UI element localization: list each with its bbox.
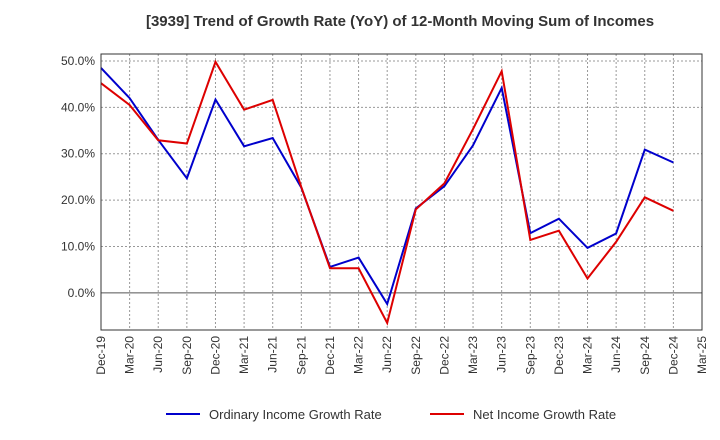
- x-axis-ticks: Dec-19 Mar-20 Jun-20 Sep-20 Dec-20 Mar-21 Jun-…: [94, 336, 709, 375]
- x-tick-label: Dec-21: [323, 336, 337, 375]
- x-tick-label: Jun-22: [380, 336, 394, 373]
- y-tick-label: 10.0%: [61, 240, 95, 254]
- y-tick-label: 50.0%: [61, 54, 95, 68]
- x-tick-label: Mar-21: [237, 336, 251, 374]
- y-tick-label: 0.0%: [68, 286, 96, 300]
- x-tick-label: Mar-20: [123, 336, 137, 374]
- legend-label-2: Net Income Growth Rate: [473, 407, 616, 422]
- y-tick-label: 40.0%: [61, 100, 95, 114]
- y-axis-ticks: 0.0% 10.0% 20.0% 30.0% 40.0% 50.0%: [61, 54, 95, 300]
- x-tick-label: Dec-24: [666, 336, 680, 375]
- x-tick-label: Sep-21: [294, 336, 308, 375]
- y-tick-label: 20.0%: [61, 193, 95, 207]
- x-tick-label: Jun-21: [266, 336, 280, 373]
- plot-background: [101, 54, 702, 330]
- x-tick-label: Sep-24: [638, 336, 652, 375]
- x-tick-label: Mar-23: [466, 336, 480, 374]
- x-tick-label: Sep-22: [409, 336, 423, 375]
- x-tick-label: Sep-20: [180, 336, 194, 375]
- series-line-1: [100, 67, 674, 307]
- legend-label-1: Ordinary Income Growth Rate: [209, 407, 382, 422]
- y-tick-label: 30.0%: [61, 147, 95, 161]
- x-tick-label: Jun-20: [151, 336, 165, 373]
- plot-border: [100, 53, 703, 331]
- x-tick-label: Mar-22: [352, 336, 366, 374]
- x-tick-label: Jun-23: [495, 336, 509, 373]
- x-tick-label: Dec-22: [437, 336, 451, 375]
- x-tick-label: Dec-23: [552, 336, 566, 375]
- x-tick-label: Jun-24: [609, 336, 623, 373]
- plot-area: [100, 53, 703, 331]
- chart-title: [3939] Trend of Growth Rate (YoY) of 12-…: [146, 13, 654, 30]
- series-line-2: [100, 59, 674, 326]
- x-tick-label: Sep-23: [523, 336, 537, 375]
- x-tick-label: Dec-19: [94, 336, 108, 375]
- x-tick-label: Mar-25: [695, 336, 709, 374]
- series-layer: [100, 59, 674, 326]
- legend: Ordinary Income Growth Rate Net Income Gr…: [166, 407, 616, 422]
- x-tick-label: Dec-20: [208, 336, 222, 375]
- x-tick-label: Mar-24: [581, 336, 595, 374]
